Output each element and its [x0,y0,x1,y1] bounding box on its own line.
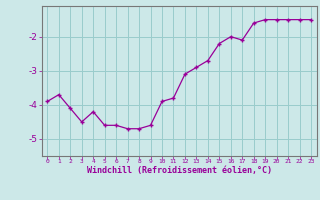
X-axis label: Windchill (Refroidissement éolien,°C): Windchill (Refroidissement éolien,°C) [87,166,272,175]
